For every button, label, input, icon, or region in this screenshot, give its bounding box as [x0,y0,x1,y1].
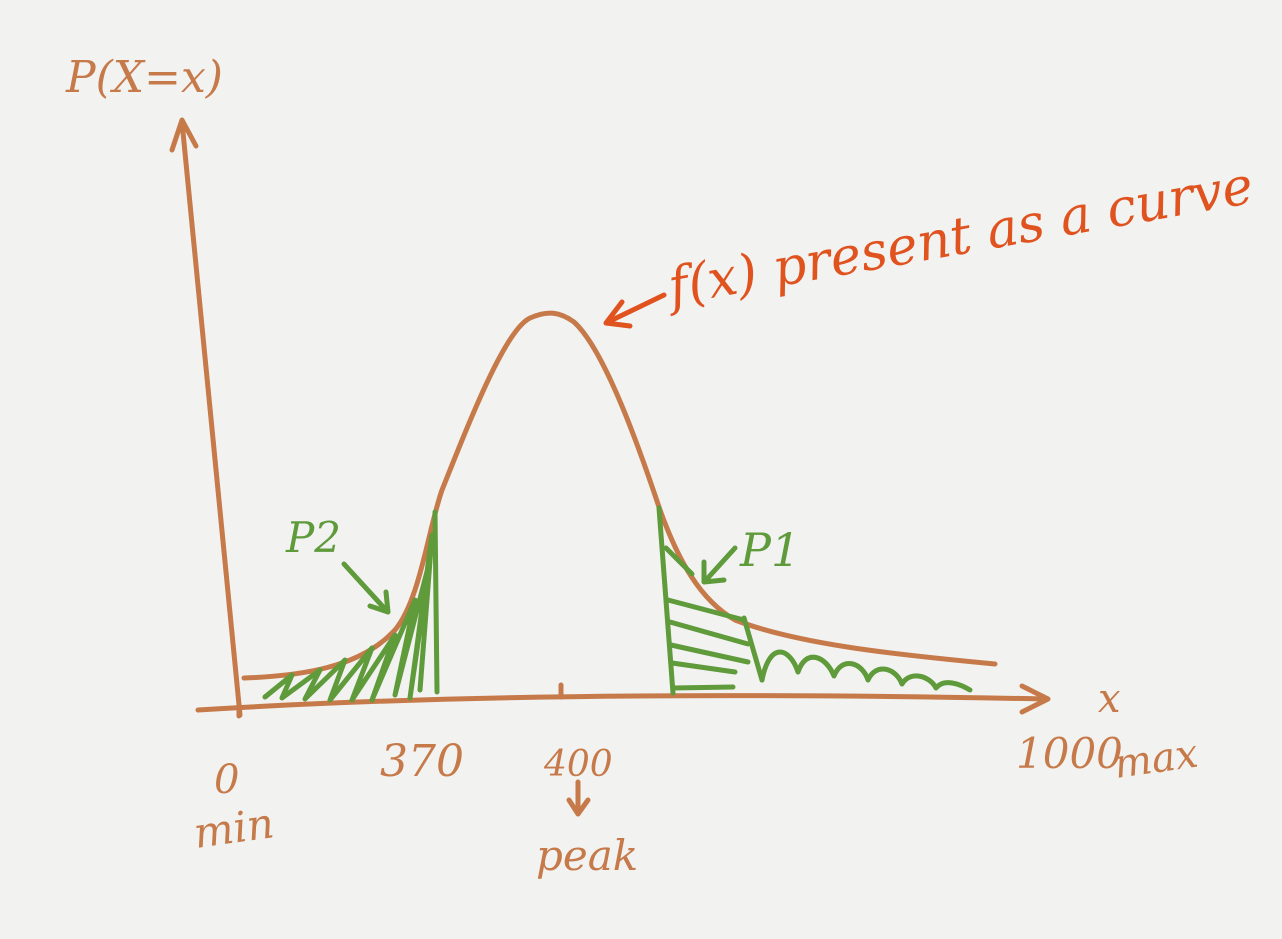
tick-label-1000: 1000 [1016,729,1123,778]
x-axis-line [195,693,1048,713]
region-label-p2: P2 [285,513,341,562]
y-axis-title: P(X=x) [65,52,223,103]
max-label: max [1111,731,1201,788]
tick-label-400: 400 [543,744,613,785]
right-vertical-stroke [741,615,765,683]
right-hatching [663,545,751,675]
curve-pointer-arrow [603,292,667,329]
x-axis-title: x [1098,676,1121,722]
p1-pointer-arrow [701,545,738,585]
curve-annotation: f(x) present as a curve [660,156,1258,319]
right-bottom-line [670,684,736,691]
left-hatching [262,532,435,703]
density-curve [241,310,998,681]
tick-label-min: min [191,798,277,858]
p2-pointer-arrow [341,561,391,615]
y-axis-line [179,119,243,718]
x-axis-arrowhead [1019,683,1051,715]
y-axis-arrowhead [169,117,199,153]
tick-label-zero: 0 [214,757,239,803]
right-tail-squiggle [759,649,973,693]
left-boundary-line [432,509,440,695]
peak-label: peak [536,831,638,880]
region-label-p1: P1 [739,523,800,577]
region-p1-shading [656,505,973,696]
tick-label-370: 370 [380,736,464,787]
region-p2-shading [262,509,440,703]
peak-down-arrow [566,779,591,817]
